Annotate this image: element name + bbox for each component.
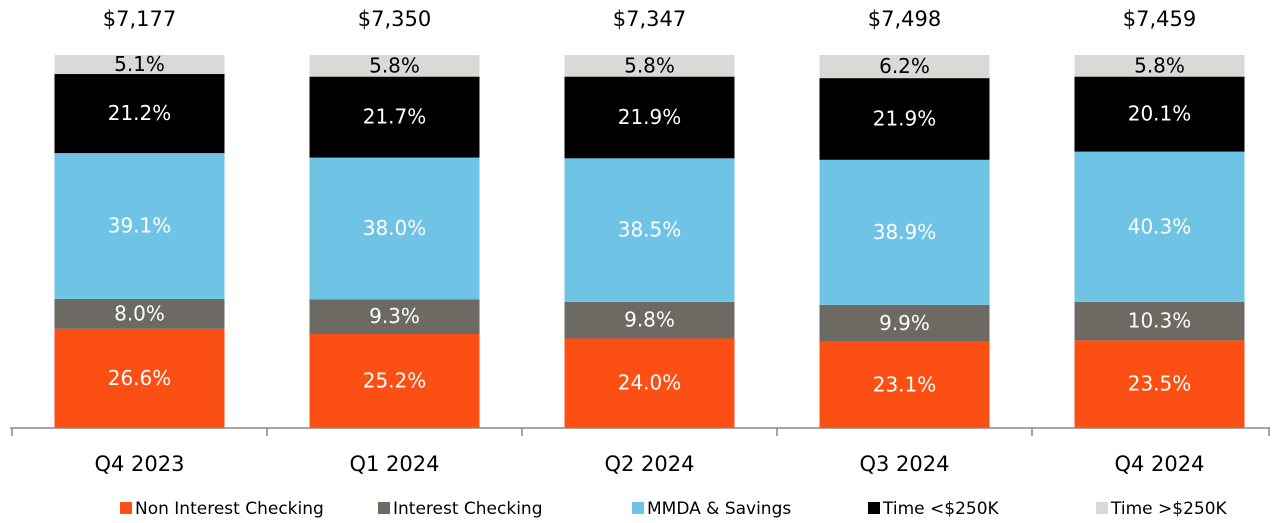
total-label: $7,459 bbox=[1123, 7, 1196, 31]
total-label: $7,177 bbox=[103, 7, 176, 31]
bar-segment bbox=[54, 153, 225, 299]
segment-label: 9.9% bbox=[879, 311, 930, 335]
bar-segment bbox=[564, 158, 735, 302]
segment-label: 20.1% bbox=[1128, 102, 1192, 126]
legend-swatch bbox=[868, 502, 880, 514]
segment-label: 5.8% bbox=[624, 53, 675, 77]
bar-segment bbox=[1074, 76, 1245, 152]
segment-label: 9.3% bbox=[369, 304, 420, 328]
total-label: $7,350 bbox=[358, 7, 431, 31]
x-tick-label: Q1 2024 bbox=[349, 452, 439, 476]
total-label: $7,347 bbox=[613, 7, 686, 31]
segment-label: 10.3% bbox=[1128, 309, 1192, 333]
bar-segment bbox=[309, 334, 480, 428]
bar-segment bbox=[1074, 151, 1245, 302]
segment-label: 6.2% bbox=[879, 54, 930, 78]
segment-label: 5.1% bbox=[114, 52, 165, 76]
segment-label: 25.2% bbox=[363, 369, 427, 393]
bar-segment bbox=[54, 328, 225, 428]
bar-segment bbox=[309, 299, 480, 335]
bar-segment bbox=[564, 55, 735, 77]
segment-label: 5.8% bbox=[1134, 53, 1185, 77]
segment-label: 21.7% bbox=[363, 105, 427, 129]
bar-segment bbox=[819, 304, 990, 342]
total-label: $7,498 bbox=[868, 7, 941, 31]
bar-segment bbox=[819, 78, 990, 160]
bar-segment bbox=[819, 341, 990, 428]
bar-segment bbox=[564, 338, 735, 428]
x-tick-label: Q4 2024 bbox=[1114, 452, 1204, 476]
segment-label: 21.2% bbox=[108, 101, 172, 125]
segment-label: 5.8% bbox=[369, 53, 420, 77]
segment-label: 21.9% bbox=[618, 105, 682, 129]
bar-segment bbox=[1074, 55, 1245, 77]
segment-label: 21.9% bbox=[873, 106, 937, 130]
segment-label: 23.1% bbox=[873, 372, 937, 396]
x-tick-label: Q2 2024 bbox=[604, 452, 694, 476]
segment-label: 38.5% bbox=[618, 218, 682, 242]
bar-segment bbox=[309, 55, 480, 77]
legend-label: Interest Checking bbox=[393, 499, 543, 519]
x-tick-label: Q4 2023 bbox=[94, 452, 184, 476]
segment-label: 40.3% bbox=[1128, 214, 1192, 238]
legend-label: MMDA & Savings bbox=[647, 499, 791, 519]
bar-segment bbox=[309, 76, 480, 158]
legend-swatch bbox=[632, 502, 644, 514]
bar-segment bbox=[564, 301, 735, 339]
bar-segment bbox=[819, 159, 990, 305]
segment-label: 26.6% bbox=[108, 366, 172, 390]
bar-segment bbox=[54, 55, 225, 75]
legend-label: Time >$250K bbox=[1110, 499, 1228, 519]
legend-swatch bbox=[1096, 502, 1108, 514]
bar-segment bbox=[564, 76, 735, 159]
legend-label: Time <$250K bbox=[882, 499, 1000, 519]
segment-label: 8.0% bbox=[114, 301, 165, 325]
legend-swatch bbox=[120, 502, 132, 514]
bar-segment bbox=[309, 157, 480, 300]
x-tick-label: Q3 2024 bbox=[859, 452, 949, 476]
segment-label: 24.0% bbox=[618, 371, 682, 395]
bar-segment bbox=[54, 74, 225, 154]
legend-label: Non Interest Checking bbox=[135, 499, 324, 519]
bar-segment bbox=[1074, 301, 1245, 341]
segment-label: 39.1% bbox=[108, 214, 172, 238]
bar-segment bbox=[1074, 340, 1245, 428]
segment-label: 23.5% bbox=[1128, 372, 1192, 396]
segment-label: 9.8% bbox=[624, 308, 675, 332]
legend-swatch bbox=[378, 502, 390, 514]
bar-segment bbox=[819, 55, 990, 79]
segment-label: 38.0% bbox=[363, 216, 427, 240]
segment-label: 38.9% bbox=[873, 220, 937, 244]
bar-segment bbox=[54, 298, 225, 329]
